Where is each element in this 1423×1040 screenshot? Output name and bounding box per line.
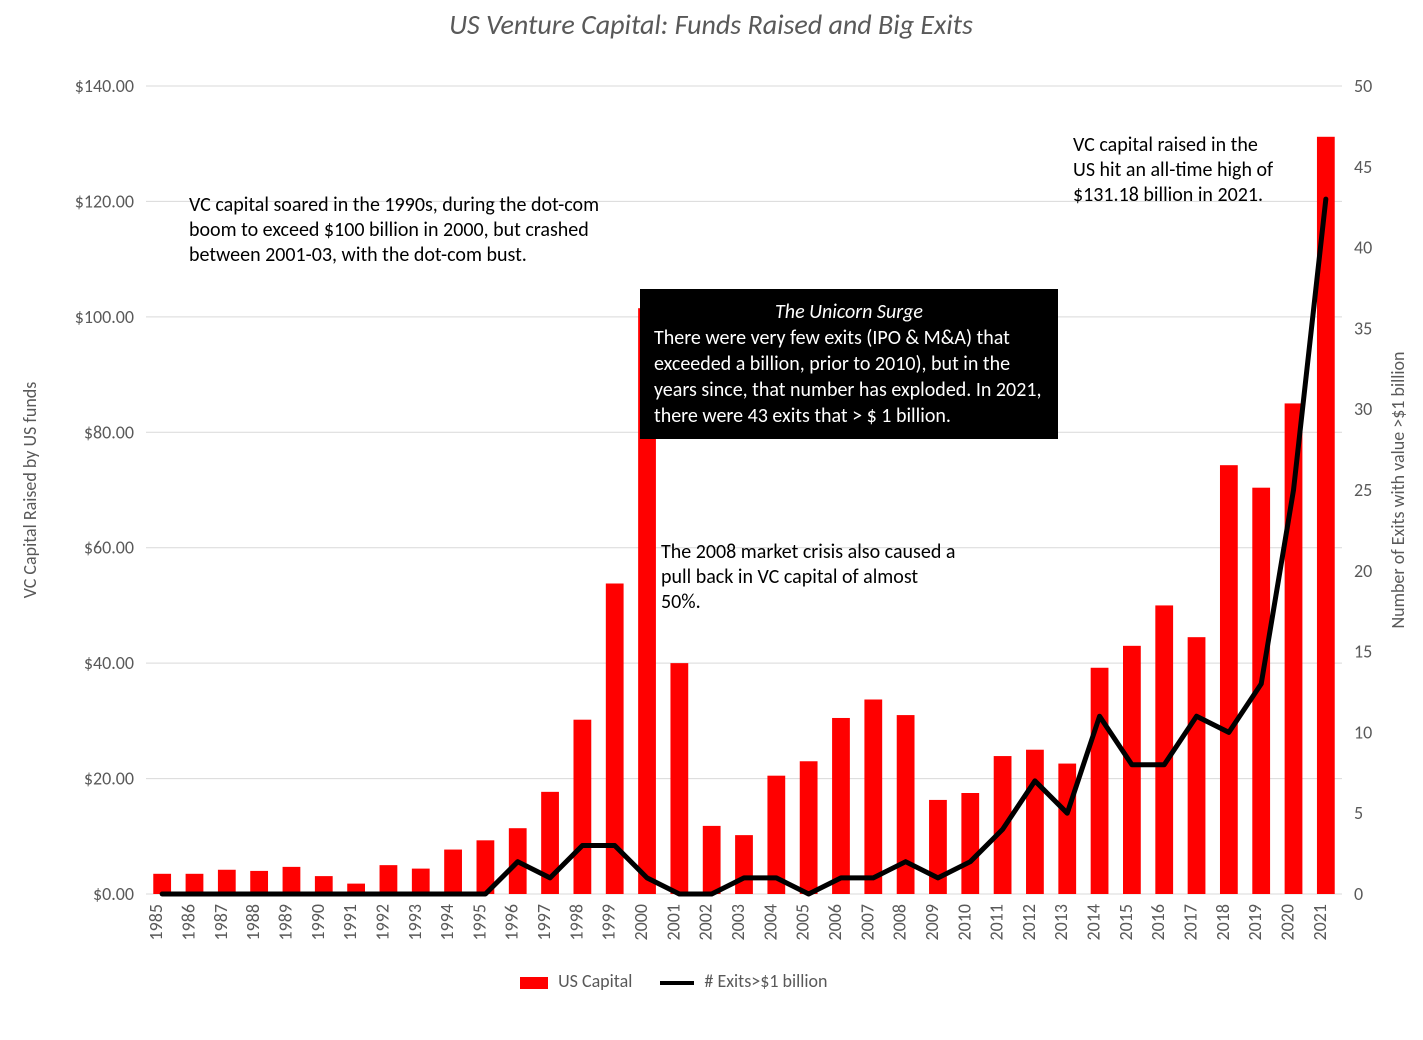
legend-swatch-line — [660, 981, 694, 985]
svg-text:1997: 1997 — [533, 904, 555, 941]
bar — [1026, 750, 1044, 894]
legend-item-line: # Exits>$1 billion — [660, 970, 827, 992]
bar — [1058, 764, 1076, 894]
svg-text:$60.00: $60.00 — [84, 537, 134, 559]
svg-text:25: 25 — [1354, 479, 1372, 501]
svg-text:1992: 1992 — [371, 904, 393, 941]
svg-text:35: 35 — [1354, 317, 1372, 339]
svg-text:45: 45 — [1354, 156, 1372, 178]
annotation-2021-high: VC capital raised in the US hit an all-t… — [1073, 133, 1283, 208]
svg-text:10: 10 — [1354, 721, 1372, 743]
bar — [1155, 605, 1173, 894]
chart-container: US Venture Capital: Funds Raised and Big… — [0, 0, 1423, 1040]
legend-item-bars: US Capital — [520, 970, 632, 992]
annotation-2008-crisis: The 2008 market crisis also caused a pul… — [661, 540, 961, 615]
bar — [283, 867, 301, 894]
svg-text:2012: 2012 — [1018, 904, 1040, 941]
bar — [412, 869, 430, 894]
svg-text:30: 30 — [1354, 398, 1372, 420]
svg-text:2007: 2007 — [856, 904, 878, 941]
svg-text:2005: 2005 — [792, 904, 814, 941]
svg-text:$140.00: $140.00 — [75, 75, 134, 97]
svg-text:US Venture Capital: Funds Rais: US Venture Capital: Funds Raised and Big… — [449, 7, 973, 42]
bar — [703, 826, 721, 894]
svg-text:$100.00: $100.00 — [75, 306, 134, 328]
svg-text:20: 20 — [1354, 560, 1372, 582]
svg-text:2006: 2006 — [824, 904, 846, 941]
svg-text:2017: 2017 — [1180, 904, 1202, 941]
svg-text:15: 15 — [1354, 641, 1372, 663]
svg-text:1996: 1996 — [501, 904, 523, 941]
svg-text:2013: 2013 — [1050, 904, 1072, 941]
svg-text:1998: 1998 — [565, 904, 587, 941]
svg-text:2008: 2008 — [889, 904, 911, 941]
legend-label-bars: US Capital — [558, 970, 632, 992]
bar — [1091, 668, 1109, 894]
bar — [218, 870, 236, 894]
svg-text:1986: 1986 — [177, 904, 199, 941]
bar — [186, 874, 204, 894]
svg-text:2019: 2019 — [1244, 904, 1266, 941]
svg-text:1987: 1987 — [210, 904, 232, 941]
svg-text:1990: 1990 — [307, 904, 329, 941]
svg-text:$40.00: $40.00 — [84, 652, 134, 674]
svg-text:2021: 2021 — [1309, 904, 1331, 941]
bar — [864, 700, 882, 894]
svg-text:1989: 1989 — [274, 904, 296, 941]
callout-title: The Unicorn Surge — [654, 299, 1044, 325]
svg-text:2002: 2002 — [695, 904, 717, 941]
svg-text:2016: 2016 — [1147, 904, 1169, 941]
svg-text:1985: 1985 — [145, 904, 167, 941]
bar — [315, 876, 333, 894]
svg-text:1991: 1991 — [339, 904, 361, 941]
svg-text:2020: 2020 — [1277, 904, 1299, 941]
svg-text:2001: 2001 — [662, 904, 684, 941]
svg-text:$80.00: $80.00 — [84, 421, 134, 443]
svg-text:1999: 1999 — [598, 904, 620, 941]
svg-text:2018: 2018 — [1212, 904, 1234, 941]
svg-text:2014: 2014 — [1083, 904, 1105, 941]
bar — [1123, 646, 1141, 894]
svg-text:$20.00: $20.00 — [84, 768, 134, 790]
bar — [670, 663, 688, 894]
bar — [1188, 637, 1206, 894]
bar — [800, 761, 818, 894]
bar — [153, 874, 171, 894]
svg-text:2010: 2010 — [953, 904, 975, 941]
svg-text:40: 40 — [1354, 237, 1372, 259]
svg-text:1995: 1995 — [468, 904, 490, 941]
bar — [961, 793, 979, 894]
legend-swatch-bar — [520, 977, 548, 989]
bar — [1220, 465, 1238, 894]
callout-unicorn-surge: The Unicorn Surge There were very few ex… — [640, 289, 1058, 439]
svg-text:Number of Exits with value >$1: Number of Exits with value >$1 billion — [1387, 352, 1409, 629]
svg-text:1993: 1993 — [404, 904, 426, 941]
callout-body: There were very few exits (IPO & M&A) th… — [654, 326, 1041, 428]
svg-text:50: 50 — [1354, 75, 1372, 97]
svg-text:VC Capital Raised by US funds: VC Capital Raised by US funds — [19, 382, 41, 599]
svg-text:1994: 1994 — [436, 904, 458, 941]
svg-text:2015: 2015 — [1115, 904, 1137, 941]
bar — [444, 850, 462, 894]
legend-label-line: # Exits>$1 billion — [704, 970, 827, 992]
svg-text:2000: 2000 — [630, 904, 652, 941]
svg-text:1988: 1988 — [242, 904, 264, 941]
svg-text:0: 0 — [1354, 883, 1363, 905]
svg-text:2011: 2011 — [986, 904, 1008, 941]
svg-text:2009: 2009 — [921, 904, 943, 941]
annotation-dotcom: VC capital soared in the 1990s, during t… — [189, 193, 629, 268]
bar — [832, 718, 850, 894]
bar — [735, 835, 753, 894]
bar — [250, 871, 268, 894]
svg-text:$120.00: $120.00 — [75, 190, 134, 212]
legend: US Capital # Exits>$1 billion — [520, 970, 827, 992]
svg-text:5: 5 — [1354, 802, 1363, 824]
svg-text:2003: 2003 — [727, 904, 749, 941]
svg-text:$0.00: $0.00 — [93, 883, 134, 905]
bar — [380, 865, 398, 894]
svg-text:2004: 2004 — [759, 904, 781, 941]
bar — [573, 720, 591, 894]
